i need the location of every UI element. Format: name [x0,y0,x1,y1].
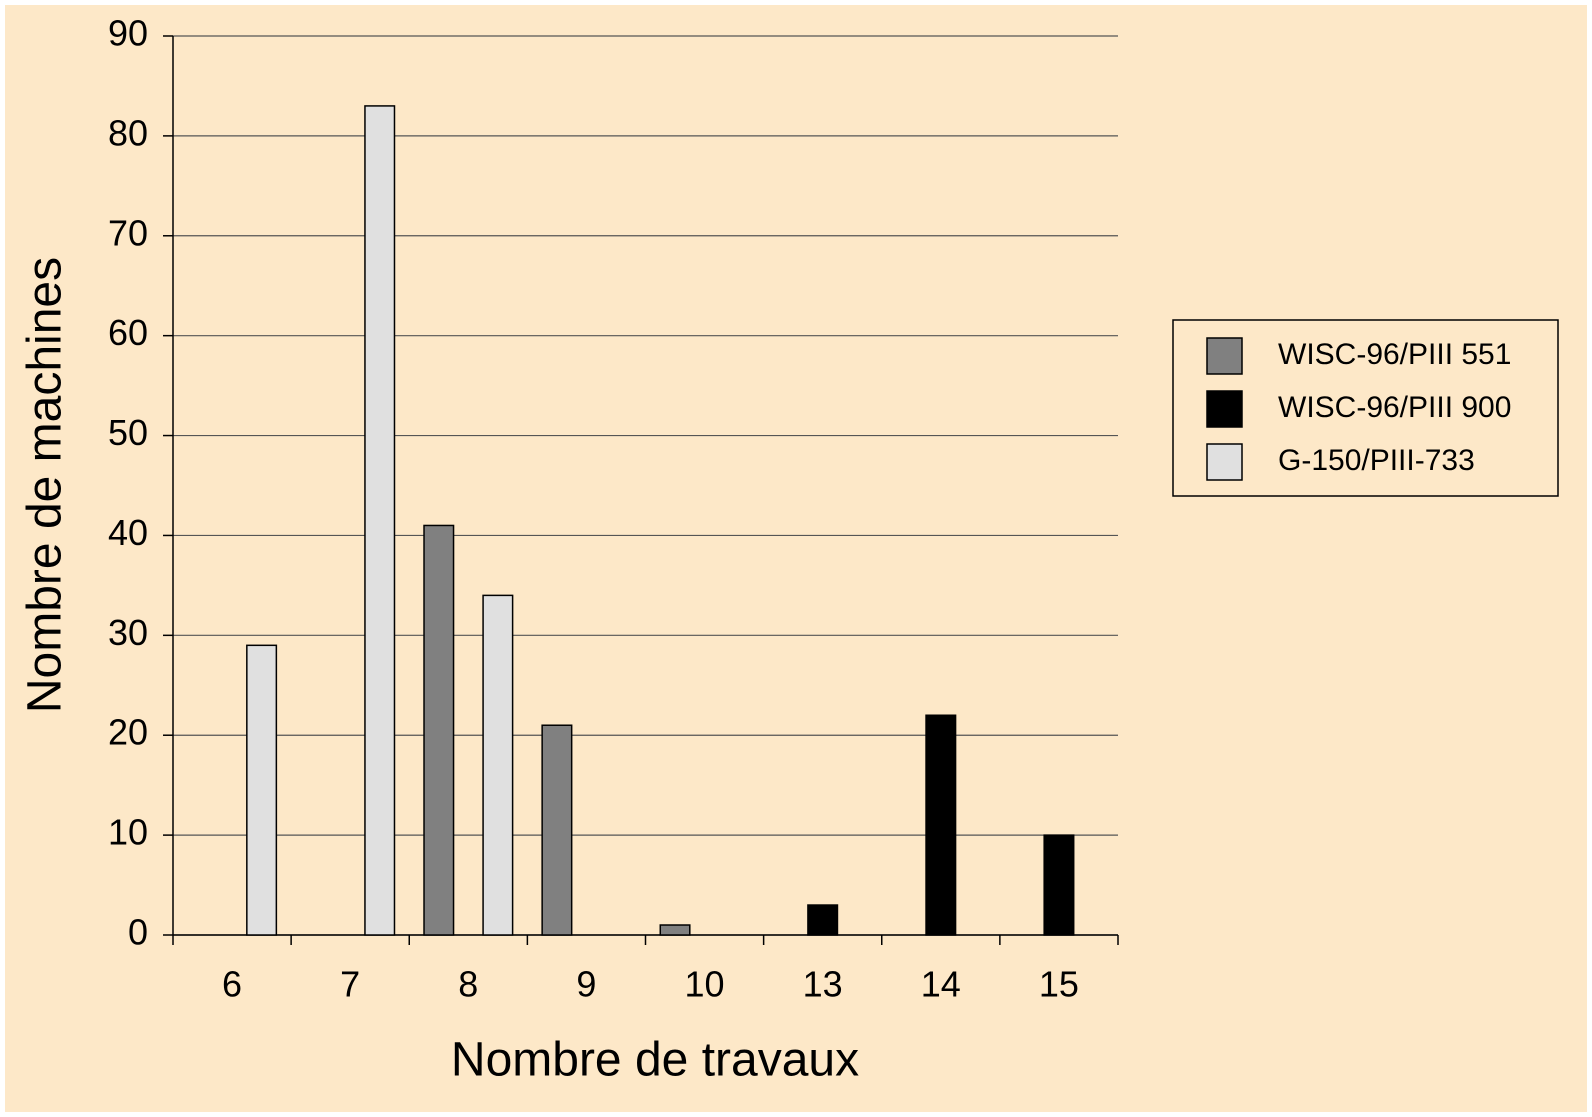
chart-background [5,5,1587,1112]
legend-swatch [1206,443,1243,481]
y-tick-label: 70 [108,212,148,253]
x-tick-label: 6 [222,964,242,1005]
bar [423,524,455,936]
bar [482,594,514,936]
x-tick-label: 7 [340,964,360,1005]
x-tick-label: 13 [803,964,843,1005]
y-tick-label: 90 [108,13,148,54]
bar [807,904,839,936]
bar [659,924,691,936]
x-tick-label: 8 [458,964,478,1005]
x-tick-label: 14 [921,964,961,1005]
bar [1043,834,1075,936]
bar [541,724,573,936]
legend-label: WISC-96/PIII 551 [1278,338,1511,371]
y-tick-label: 10 [108,812,148,853]
bar [925,714,957,936]
bar [246,644,278,936]
x-tick-label: 9 [576,964,596,1005]
x-axis-title: Nombre de travaux [451,1034,859,1087]
legend-swatch [1206,337,1243,375]
legend-box [1172,319,1559,497]
legend-label: WISC-96/PIII 900 [1278,391,1511,424]
y-tick-label: 50 [108,412,148,453]
x-tick-label: 15 [1039,964,1079,1005]
y-tick-label: 0 [128,912,148,953]
legend-swatch [1206,390,1243,428]
y-tick-label: 20 [108,712,148,753]
x-tick-label: 10 [685,964,725,1005]
legend-label: G-150/PIII-733 [1278,444,1475,477]
y-axis-title: Nombre de machines [19,257,72,713]
y-tick-label: 30 [108,612,148,653]
y-tick-label: 80 [108,112,148,153]
y-tick-label: 40 [108,512,148,553]
y-tick-label: 60 [108,312,148,353]
bar [364,105,396,936]
